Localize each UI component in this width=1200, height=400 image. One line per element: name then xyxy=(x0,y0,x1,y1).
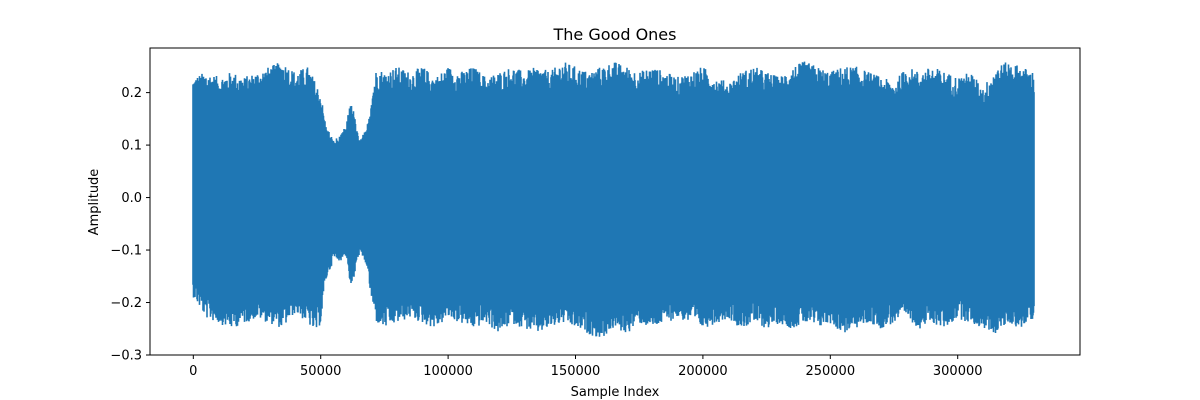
chart-title: The Good Ones xyxy=(553,25,677,44)
plot-frame xyxy=(149,47,1081,356)
x-axis: 0 50000 100000 150000 200000 250000 300000 xyxy=(189,355,983,379)
x-tick-label: 200000 xyxy=(678,364,728,379)
y-tick-label: −0.2 xyxy=(110,296,142,311)
x-tick-label: 250000 xyxy=(805,364,855,379)
x-tick-label: 50000 xyxy=(300,364,341,379)
y-axis: −0.3 −0.2 −0.1 0.0 0.1 0.2 xyxy=(110,86,150,364)
x-axis-label: Sample Index xyxy=(571,385,660,400)
x-tick-label: 100000 xyxy=(423,364,473,379)
x-tick-label: 300000 xyxy=(933,364,983,379)
y-tick-label: 0.2 xyxy=(121,86,142,101)
y-tick-label: 0.0 xyxy=(121,191,142,206)
x-tick-label: 0 xyxy=(189,364,197,379)
x-tick-label: 150000 xyxy=(551,364,601,379)
y-axis-label: Amplitude xyxy=(87,169,102,236)
plot-area xyxy=(192,61,1035,337)
y-tick-label: 0.1 xyxy=(121,139,142,154)
y-tick-label: −0.1 xyxy=(110,244,142,259)
waveform-series-line xyxy=(192,61,1035,337)
y-tick-label: −0.3 xyxy=(110,349,142,364)
